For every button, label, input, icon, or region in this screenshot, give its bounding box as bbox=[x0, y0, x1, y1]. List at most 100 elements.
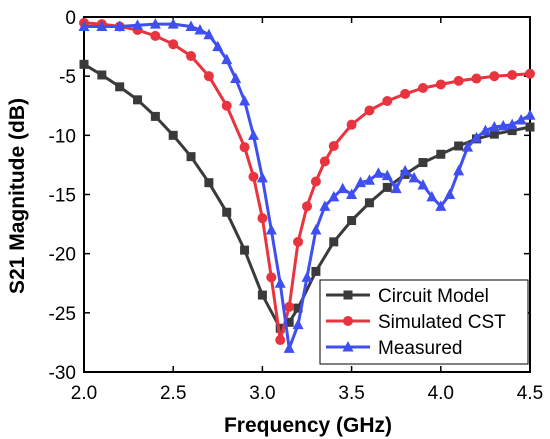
data-point bbox=[114, 20, 126, 31]
x-axis: 2.0 2.5 3.0 3.5 4.0 4.5 bbox=[71, 17, 543, 404]
series-measured bbox=[78, 18, 536, 353]
x-tick-label: 2.5 bbox=[160, 383, 186, 404]
data-point bbox=[168, 130, 178, 140]
data-point bbox=[364, 198, 374, 208]
data-point bbox=[337, 182, 349, 194]
data-point bbox=[329, 237, 339, 247]
data-point bbox=[133, 95, 143, 105]
data-point bbox=[507, 126, 517, 136]
legend-label: Measured bbox=[378, 338, 463, 359]
data-point bbox=[372, 167, 384, 178]
data-point bbox=[186, 152, 196, 162]
data-point bbox=[525, 68, 535, 79]
data-point bbox=[488, 121, 500, 132]
data-point bbox=[222, 207, 232, 217]
data-point bbox=[507, 69, 518, 80]
data-point bbox=[96, 20, 108, 31]
y-tick-label: -10 bbox=[49, 126, 76, 147]
data-point bbox=[293, 236, 304, 247]
legend-swatch-marker bbox=[342, 341, 354, 352]
data-point bbox=[79, 59, 89, 69]
data-point bbox=[274, 277, 286, 288]
data-point bbox=[311, 266, 321, 276]
series-circuit-model bbox=[79, 59, 535, 333]
data-point bbox=[239, 142, 250, 153]
data-point bbox=[399, 164, 411, 176]
data-point bbox=[221, 53, 233, 65]
data-point bbox=[453, 164, 465, 176]
data-point bbox=[168, 39, 179, 50]
y-tick-label: -5 bbox=[59, 67, 76, 88]
data-point bbox=[363, 174, 375, 185]
data-point bbox=[97, 70, 107, 80]
data-point bbox=[515, 113, 527, 125]
series-layer bbox=[78, 17, 536, 353]
data-point bbox=[319, 156, 330, 167]
data-point bbox=[257, 213, 268, 224]
data-point bbox=[435, 79, 446, 90]
data-point bbox=[328, 190, 340, 202]
data-point bbox=[284, 317, 294, 327]
x-axis-title: Frequency (GHz) bbox=[224, 414, 392, 437]
y-axis-title: S21 Magnitude (dB) bbox=[6, 98, 29, 294]
data-point bbox=[400, 88, 411, 99]
data-point bbox=[292, 318, 304, 330]
y-tick-label: -20 bbox=[49, 245, 76, 266]
data-point bbox=[248, 171, 259, 182]
data-point bbox=[185, 20, 197, 31]
legend-label: Simulated CST bbox=[378, 312, 506, 333]
data-point bbox=[444, 188, 456, 199]
y-axis: 0 -5 -10 -15 -20 -25 -30 bbox=[49, 8, 530, 384]
data-point bbox=[462, 141, 474, 152]
data-point bbox=[525, 122, 535, 132]
legend-swatch-marker bbox=[343, 290, 353, 300]
data-point bbox=[347, 216, 357, 226]
data-point bbox=[266, 272, 277, 283]
legend-item: Simulated CST bbox=[326, 312, 506, 333]
data-point bbox=[319, 200, 331, 211]
data-point bbox=[150, 30, 161, 41]
data-point bbox=[355, 176, 367, 188]
data-point bbox=[489, 129, 499, 139]
data-point bbox=[454, 141, 464, 151]
y-tick-label: -15 bbox=[49, 186, 76, 207]
data-point bbox=[150, 111, 160, 121]
data-point bbox=[78, 20, 90, 31]
data-point bbox=[364, 105, 375, 116]
data-point bbox=[283, 342, 295, 353]
x-tick-label: 4.5 bbox=[517, 383, 543, 404]
data-point bbox=[524, 109, 536, 120]
data-point bbox=[239, 95, 251, 106]
data-point bbox=[470, 131, 482, 143]
data-point bbox=[275, 335, 286, 346]
data-point bbox=[221, 100, 232, 111]
legend-label: Circuit Model bbox=[378, 286, 489, 307]
data-point bbox=[256, 171, 268, 183]
data-point bbox=[417, 179, 429, 190]
data-point bbox=[301, 271, 313, 282]
data-point bbox=[212, 40, 224, 52]
data-point bbox=[381, 169, 393, 181]
data-point bbox=[115, 82, 125, 92]
y-tick-label: -25 bbox=[49, 304, 76, 325]
data-point bbox=[417, 83, 428, 93]
data-point bbox=[275, 323, 285, 333]
data-point bbox=[436, 149, 446, 159]
x-tick-label: 4.0 bbox=[428, 383, 454, 404]
data-point bbox=[497, 119, 509, 131]
data-point bbox=[284, 301, 295, 312]
data-point bbox=[310, 176, 321, 187]
data-point bbox=[310, 224, 322, 235]
data-point bbox=[149, 18, 161, 29]
data-point bbox=[186, 51, 197, 62]
data-point bbox=[346, 188, 358, 199]
data-point bbox=[479, 124, 491, 136]
data-point bbox=[240, 245, 250, 255]
data-point bbox=[471, 73, 482, 84]
data-point bbox=[418, 158, 428, 168]
x-tick-label: 3.0 bbox=[249, 383, 275, 404]
data-point bbox=[203, 71, 214, 82]
data-point bbox=[247, 129, 259, 140]
data-point bbox=[346, 119, 357, 130]
legend-swatch-marker bbox=[343, 316, 353, 326]
